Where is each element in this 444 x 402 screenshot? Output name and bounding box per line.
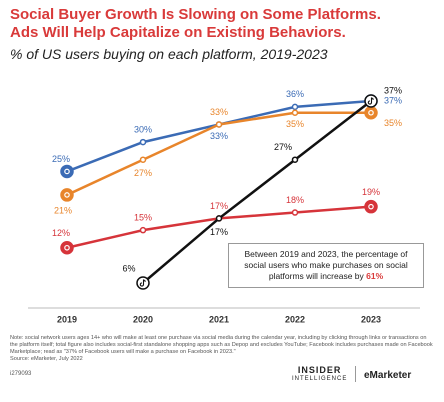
subtitle: % of US users buying on each platform, 2… [10,46,328,62]
annotation-text: Between 2019 and 2023, the percentage of… [244,249,408,281]
title-line: Ads Will Help Capitalize on Existing Beh… [10,24,346,41]
logo-insider: INSIDER INTELLIGENCE [292,366,347,384]
logo-line: INTELLIGENCE [292,376,348,382]
platform-icon [60,164,74,179]
note: Note: social network users ages 14+ who … [10,335,434,363]
point [139,156,147,163]
source: Source: eMarketer, July 2022 [10,356,83,362]
note-text: Note: social network users ages 14+ who … [10,335,433,355]
point [139,226,147,234]
x-tick-label: 2022 [285,314,305,324]
annotation-highlight: 61% [366,271,384,281]
annotation: Between 2019 and 2023, the percentage of… [228,243,424,288]
point [291,156,299,163]
data-label: 19% [362,187,380,197]
icon-glyph [64,192,70,198]
platform-icon [364,105,378,120]
data-label: 18% [286,195,304,205]
icon-glyph [368,203,374,210]
logo-divider [355,366,356,382]
point [291,209,299,216]
data-label: 36% [286,89,304,99]
data-label: 25% [52,154,70,164]
icon-glyph [368,109,374,116]
data-label: 17% [210,201,228,211]
logo-emarketer: eMarketer [364,370,412,381]
data-label: 30% [134,124,152,134]
x-tick-label: 2023 [361,314,381,324]
icon-glyph [64,244,70,251]
data-label: 33% [210,107,228,117]
data-label: 37% [384,95,402,105]
point [215,121,223,128]
data-label: 15% [134,213,152,223]
data-label: 17% [210,227,228,237]
chart-title: Social Buyer Growth Is Slowing on Some P… [10,6,381,42]
title-line: Social Buyer Growth Is Slowing on Some P… [10,6,381,23]
data-label: 33% [210,131,228,141]
series-line [142,100,372,284]
data-label: 27% [134,168,152,178]
point [291,109,299,116]
point [215,215,223,222]
data-label: 35% [286,119,304,129]
platform-icon [364,199,378,214]
data-label: 6% [122,263,135,273]
data-label: 35% [384,118,402,128]
x-tick-label: 2020 [133,314,153,324]
data-label: 12% [52,228,70,238]
icon-glyph [64,168,70,175]
data-label: 37% [384,85,402,95]
chart-id-number: 279093 [11,371,32,377]
x-tick-label: 2019 [57,314,77,324]
chart-id: i279093 [10,371,32,377]
icon-glyph [367,97,374,105]
x-tick-label: 2021 [209,314,229,324]
platform-icon [60,188,74,202]
logo-line: INSIDER [297,365,342,375]
data-label: 21% [54,205,72,215]
platform-icon [60,241,74,255]
icon-glyph [139,279,146,287]
point [291,103,299,111]
data-label: 27% [274,142,292,152]
point [139,138,147,146]
